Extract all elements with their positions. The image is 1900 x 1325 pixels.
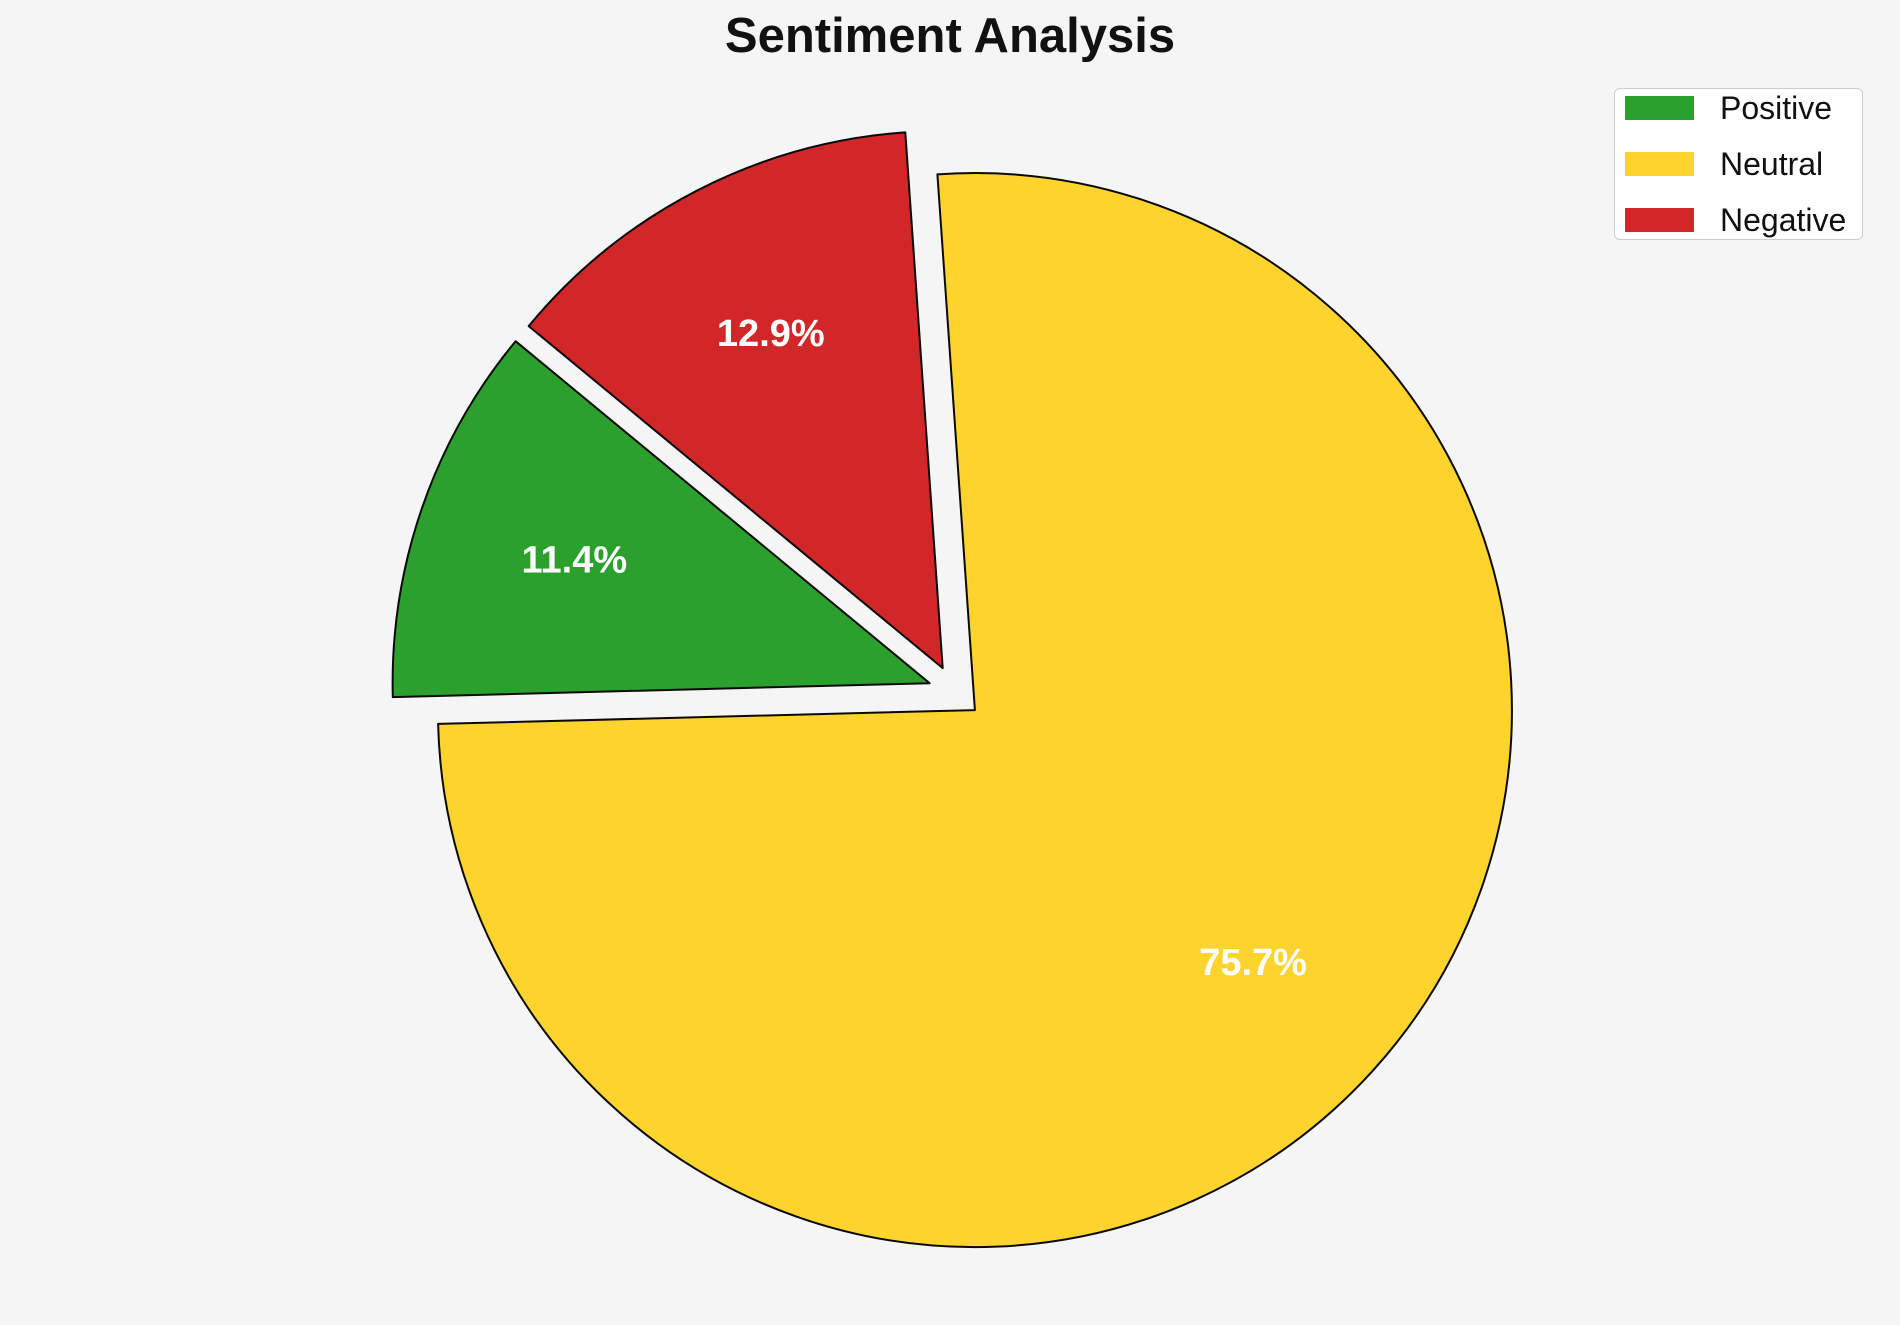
legend-item-positive: Positive [1625,92,1862,124]
legend-label-positive: Positive [1720,90,1833,126]
legend-label-negative: Negative [1720,202,1847,238]
pie-pct-label-neutral: 75.7% [1199,942,1307,984]
pie-slice-neutral [437,172,1513,1249]
pie-pct-label-positive: 11.4% [521,540,627,582]
chart-title: Sentiment Analysis [724,9,1176,63]
legend-swatch-negative [1625,208,1694,232]
legend-item-negative: Negative [1625,204,1862,236]
pie-slices-group [391,131,1513,1249]
legend: Positive Neutral Negative [1614,88,1863,240]
pie-slice-negative [527,131,944,670]
legend-item-neutral: Neutral [1625,148,1862,180]
pie-slice-positive [391,340,931,699]
legend-swatch-positive [1625,96,1694,120]
legend-label-neutral: Neutral [1720,146,1824,182]
pie-labels-group: 12.9% 11.4% 75.7% [521,313,1307,984]
pie-pct-label-negative: 12.9% [717,313,825,355]
legend-swatch-neutral [1625,152,1694,176]
